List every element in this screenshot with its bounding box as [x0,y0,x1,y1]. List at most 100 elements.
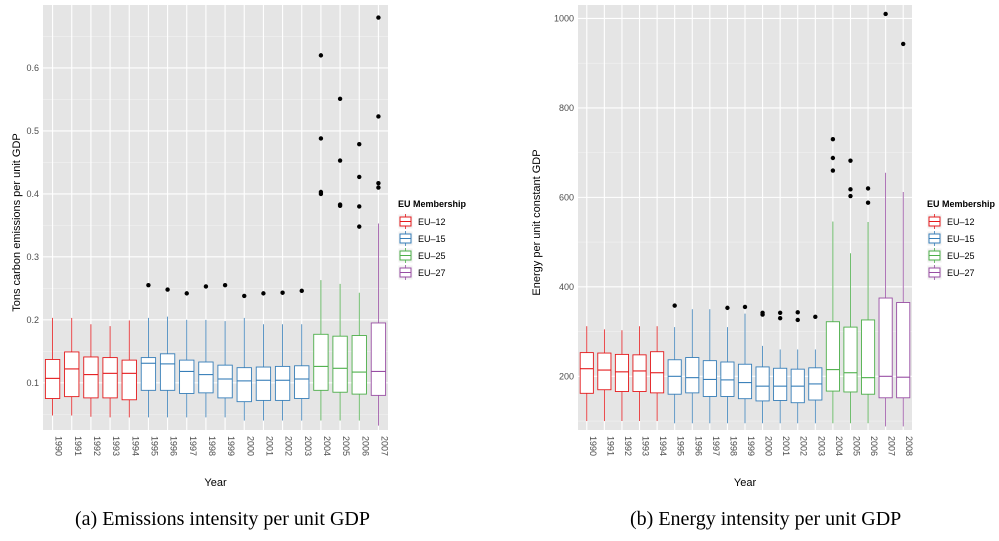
box-iqr [720,361,735,397]
legend: EU Membership EU–12 EU–15 EU–25 EU–27 [926,199,996,281]
box-2006 [351,141,367,421]
outlier-point [222,282,228,288]
x-tick-label: 1992 [92,436,102,456]
outlier-point [242,293,247,299]
box-2002 [790,310,805,424]
x-tick-label: 2000 [245,436,255,456]
x-axis-title: Year [734,477,757,489]
box-1995 [140,282,157,418]
y-tick-label: 600 [559,192,574,202]
x-tick-label: 1994 [658,436,668,456]
legend-entry: EU–27 [397,264,446,281]
box-iqr [198,361,214,394]
x-tick-label: 2007 [887,436,897,456]
plot-background [43,5,388,430]
x-tick-label: 1998 [207,436,217,456]
outlier-point [184,291,189,296]
legend-title: EU Membership [398,199,467,209]
legend-entry: EU–12 [397,213,446,230]
outlier-point [901,41,906,47]
legend-entry: EU–15 [397,230,446,247]
x-tick-label: 1996 [169,436,179,456]
outlier-point [813,314,818,320]
box-2004 [313,53,329,421]
x-tick-label: 2003 [816,436,826,456]
box-iqr [579,352,594,394]
x-tick-label: 2004 [834,436,844,456]
box-2003 [294,288,310,421]
box-iqr [332,335,348,393]
y-tick-label: 1000 [554,13,574,23]
outlier-point [318,136,324,141]
x-tick-label: 2006 [869,436,879,456]
box-iqr [64,351,80,398]
box-1998 [198,284,214,418]
x-tick-label: 1990 [588,436,598,456]
x-tick-label: 2001 [781,436,791,456]
box-1998 [720,305,735,424]
box-iqr [685,357,700,394]
legend-label: EU–27 [947,268,975,278]
box-iqr [370,322,387,396]
box-1994 [121,320,137,418]
legend-entry: EU–12 [926,213,975,230]
x-tick-label: 2005 [341,436,351,456]
box-iqr [861,319,876,395]
box-1996 [159,287,176,418]
box-2000 [236,293,252,421]
outlier-point [357,224,362,229]
outlier-point [830,137,836,142]
box-iqr [294,365,310,399]
legend-label: EU–15 [418,234,446,244]
outlier-point [865,186,871,191]
box-iqr [140,357,157,391]
outlier-point [318,53,324,58]
box-2003 [808,314,823,424]
x-tick-label: 1996 [693,436,703,456]
box-iqr [632,354,647,392]
outlier-point [848,187,853,192]
y-axis-title: Tons carbon emissions per unit GDP [11,133,23,312]
x-tick-label: 2003 [303,436,313,456]
box-iqr [217,364,233,399]
box-iqr [44,359,61,399]
y-tick-label: 800 [559,103,574,113]
box-iqr [825,321,840,392]
outlier-point [357,174,362,180]
outlier-point [777,310,783,315]
box-iqr [121,359,137,401]
outlier-point [883,11,888,17]
caption-a: (a) Emissions intensity per unit GDP [75,508,370,530]
box-1992 [83,324,99,417]
outlier-point [337,203,343,209]
box-1997 [179,291,195,418]
x-tick-label: 2008 [904,436,914,456]
box-iqr [773,367,788,401]
x-tick-label: 1995 [149,436,159,456]
legend-label: EU–25 [418,251,446,261]
box-1990 [44,317,61,416]
x-tick-label: 1991 [605,436,615,456]
y-tick-label: 0.1 [26,378,39,388]
boxplots [579,11,911,427]
x-tick-label: 1995 [676,436,686,456]
outlier-point [337,96,343,102]
y-tick-label: 400 [559,282,574,292]
box-2008 [896,41,911,427]
outlier-point [376,185,381,190]
outlier-point [337,158,343,163]
outlier-point [830,155,836,161]
legend-title: EU Membership [927,199,996,209]
outlier-point [299,288,304,294]
x-tick-label: 1999 [226,436,236,456]
x-tick-label: 1992 [623,436,633,456]
outlier-point [203,284,209,289]
x-tick-label: 2002 [799,436,809,456]
y-tick-label: 0.2 [26,315,39,325]
legend-entry: EU–25 [926,247,975,264]
boxplots [44,15,387,426]
x-tick-label: 1997 [188,436,198,456]
legend-label: EU–25 [947,251,975,261]
box-iqr [255,366,272,401]
